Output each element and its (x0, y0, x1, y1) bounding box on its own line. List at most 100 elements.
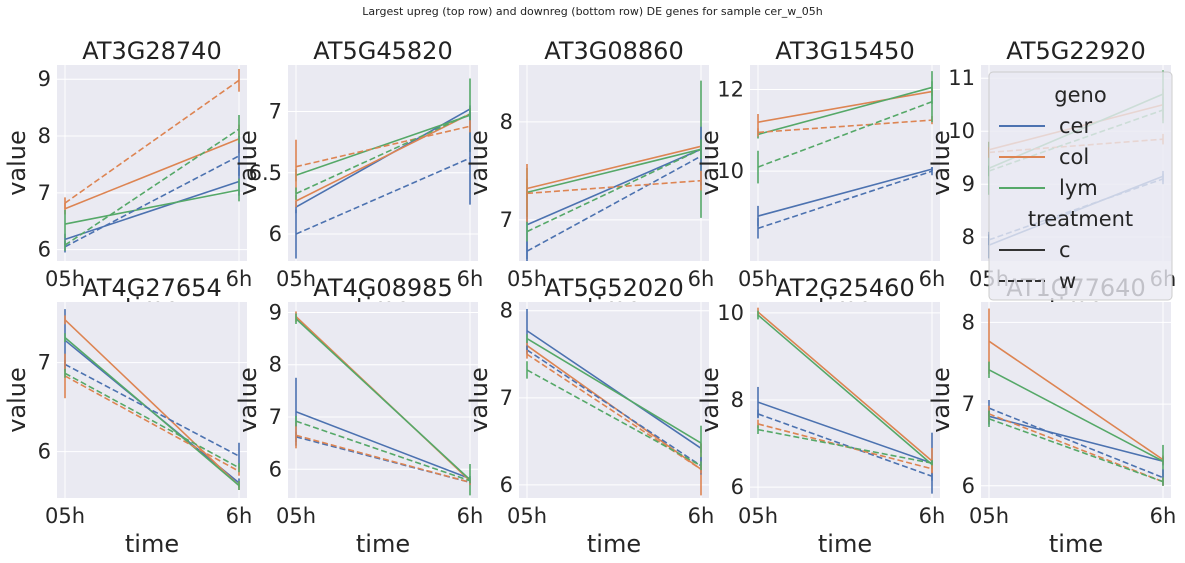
series-line (295, 436, 471, 484)
y-tick-label: 9 (38, 67, 51, 91)
series-line (64, 155, 240, 248)
x-axis-label: time (125, 530, 179, 558)
y-tick-label: 7 (500, 386, 513, 410)
plot-area (750, 65, 940, 261)
legend: geno cer col lym treatment cw (988, 71, 1173, 301)
x-tick-label: 05h (45, 267, 85, 291)
series-line (757, 168, 933, 217)
subplot-title: AT3G08860 (544, 37, 683, 65)
series-line (526, 337, 702, 444)
series-line (295, 420, 471, 482)
x-tick-label: 6h (1150, 504, 1177, 528)
subplot-at4g08985: AT4G08985 6 7 8 9 05h 6h time value (234, 274, 483, 558)
subplot-at4g27654: AT4G27654 6 7 05h 6h time value (3, 274, 252, 558)
series-line (64, 189, 240, 225)
y-axis-label: value (234, 130, 262, 196)
series-line (757, 119, 933, 134)
y-tick-label: 6 (269, 222, 282, 246)
y-tick-label: 10 (717, 301, 744, 325)
series-line (757, 170, 933, 230)
y-tick-label: 11 (948, 66, 975, 90)
y-tick-label: 7 (269, 100, 282, 124)
y-axis-label: value (234, 367, 262, 433)
x-axis-label: time (1049, 530, 1103, 558)
y-tick-label: 6 (269, 457, 282, 481)
series-lym-w (64, 368, 240, 473)
series-line (64, 319, 240, 487)
y-tick-label: 6 (731, 475, 744, 499)
series-line (988, 340, 1164, 461)
series-line (295, 411, 471, 480)
y-tick-label: 9 (269, 300, 282, 324)
y-axis-label: value (3, 130, 31, 196)
legend-title-treatment: treatment (1028, 207, 1133, 231)
series-lym-c (526, 334, 702, 461)
y-tick-label: 8 (731, 388, 744, 412)
series-line (988, 369, 1164, 462)
series-line (757, 413, 933, 477)
series-line (526, 369, 702, 467)
subplot-title: AT5G52020 (544, 274, 683, 302)
y-axis-label: value (696, 130, 724, 196)
series-lym-w (295, 415, 471, 484)
x-axis-label: time (818, 530, 872, 558)
subplot-title: AT4G27654 (82, 274, 221, 302)
subplot-at3g15450: AT3G15450101205h6htimevalue (696, 37, 945, 321)
y-tick-label: 6 (962, 474, 975, 498)
y-tick-label: 8 (962, 225, 975, 249)
y-tick-label: 6 (500, 473, 513, 497)
x-tick-label: 6h (457, 267, 484, 291)
series-line (64, 128, 240, 246)
legend-label-lym: lym (1059, 176, 1098, 200)
series-line (757, 423, 933, 470)
y-tick-label: 10 (717, 159, 744, 183)
series-line (295, 114, 471, 177)
series-line (295, 434, 471, 484)
subplot-at2g25460: AT2G25460 6 8 10 05h 6h time value (696, 274, 945, 558)
series-cer-w (757, 409, 933, 481)
series-lym-w (295, 107, 471, 200)
series-line (526, 145, 702, 190)
subplot-title: AT3G15450 (775, 37, 914, 65)
y-tick-label: 7 (38, 181, 51, 205)
series-line (757, 401, 933, 464)
y-tick-label: 7 (269, 405, 282, 429)
x-tick-label: 05h (45, 504, 85, 528)
series-lym-w (526, 139, 702, 242)
x-tick-label: 6h (688, 267, 715, 291)
y-axis-label: value (3, 367, 31, 433)
legend-label-col: col (1059, 145, 1089, 169)
y-tick-label: 8 (500, 299, 513, 323)
y-axis-label: value (696, 367, 724, 433)
y-tick-label: 6.5 (249, 161, 282, 185)
series-line (757, 90, 933, 123)
series-line (757, 101, 933, 168)
y-tick-label: 9 (962, 172, 975, 196)
series-lym-w (757, 81, 933, 184)
series-line (64, 363, 240, 457)
subplot-title: AT2G25460 (775, 274, 914, 302)
y-tick-label: 8 (269, 353, 282, 377)
subplot-at3g28740: AT3G28740678905h6htimevalue (3, 37, 252, 321)
legend-title-geno: geno (1054, 83, 1106, 107)
subplot-at3g08860: AT3G088607805h6htimevalue (465, 37, 714, 321)
x-tick-label: 6h (226, 267, 253, 291)
y-tick-label: 7 (500, 208, 513, 232)
y-tick-label: 8 (38, 124, 51, 148)
y-axis-label: value (465, 367, 493, 433)
y-tick-label: 6 (38, 440, 51, 464)
x-tick-label: 05h (276, 504, 316, 528)
x-tick-label: 6h (919, 504, 946, 528)
x-axis-label: time (356, 530, 410, 558)
subplot-title: AT4G08985 (313, 274, 452, 302)
figure-suptitle: Largest upreg (top row) and downreg (bot… (362, 5, 823, 18)
y-tick-label: 8 (962, 310, 975, 334)
x-tick-label: 6h (688, 504, 715, 528)
y-axis-label: value (465, 130, 493, 196)
series-line (526, 179, 702, 195)
x-tick-label: 05h (507, 267, 547, 291)
plot-area (57, 65, 247, 261)
series-col-w (64, 68, 240, 209)
plot-area (519, 302, 709, 498)
